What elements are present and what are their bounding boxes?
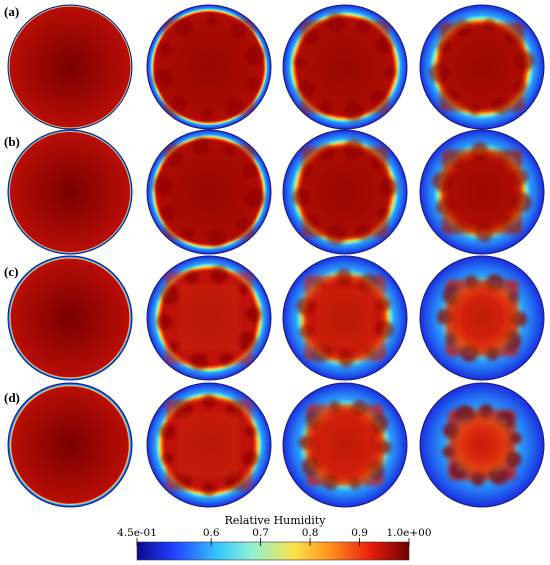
row-labels: (a) (b) (c) (d) (4, 4, 20, 405)
colorbar-tick-label: 4.5e-01 (117, 527, 157, 539)
row-label-a: (a) (4, 4, 19, 19)
humidity-panel (7, 382, 133, 508)
colorbar-tick-label: 0.7 (252, 527, 269, 539)
humidity-panel (7, 255, 133, 381)
humidity-panel (7, 4, 133, 130)
humidity-panel (419, 129, 545, 255)
colorbar-tick-label: 1.0e+00 (386, 527, 431, 539)
colorbar: Relative Humidity 4.5e-01 0.6 0.7 0.8 0.9 1.0… (117, 514, 432, 561)
humidity-panel (146, 129, 272, 255)
humidity-panel (419, 382, 545, 508)
row-label-b: (b) (4, 134, 20, 149)
humidity-panel (146, 382, 272, 508)
humidity-panel (7, 129, 133, 255)
humidity-panel (282, 255, 408, 381)
simulation-grid (7, 4, 545, 508)
colorbar-tick-label: 0.8 (302, 527, 319, 539)
colorbar-title: Relative Humidity (225, 514, 327, 527)
colorbar-tick-label: 0.9 (351, 527, 368, 539)
humidity-panel (282, 129, 408, 255)
humidity-panel (419, 4, 545, 130)
colorbar-tick-label: 0.6 (203, 527, 220, 539)
colorbar-ticks: 4.5e-01 0.6 0.7 0.8 0.9 1.0e+00 (117, 527, 432, 546)
humidity-panel (282, 4, 408, 130)
colorbar-gradient (136, 541, 410, 561)
row-label-c: (c) (4, 264, 18, 279)
humidity-panel (282, 382, 408, 508)
humidity-panel (146, 255, 272, 381)
humidity-panel (146, 4, 272, 130)
humidity-panel (419, 255, 545, 381)
row-label-d: (d) (4, 390, 20, 405)
